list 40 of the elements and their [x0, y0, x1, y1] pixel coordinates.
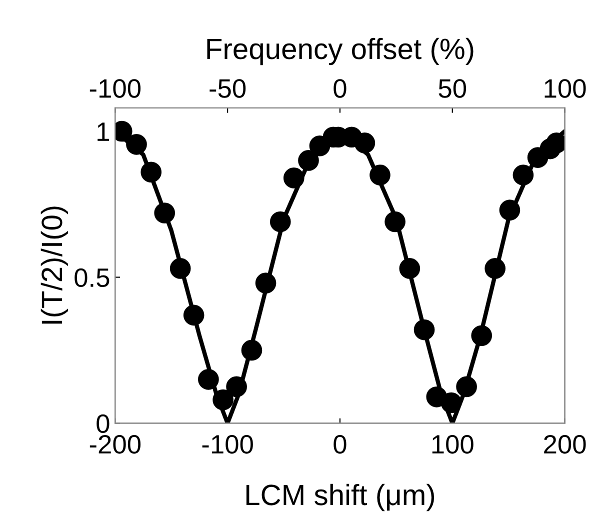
point	[370, 164, 390, 186]
point	[354, 132, 376, 154]
point	[471, 325, 492, 346]
point	[183, 304, 204, 326]
x-axis-title: LCM shift (μm)	[246, 484, 434, 512]
point	[484, 258, 506, 279]
point	[140, 162, 162, 183]
x-tick-label: 200	[544, 435, 586, 454]
point	[499, 200, 520, 221]
x-tick-label: -100	[202, 435, 253, 454]
x2-tick-label: -100	[90, 79, 141, 98]
point	[170, 258, 191, 279]
point	[212, 389, 234, 410]
point	[226, 376, 247, 398]
point	[456, 376, 477, 398]
point	[440, 392, 462, 414]
x-tick-label: 0	[334, 435, 346, 454]
point	[414, 319, 435, 340]
y-tick-label: 0.5	[74, 268, 110, 288]
y-axis-title: I(T/2)/I(0)	[40, 206, 68, 324]
x2-axis-title: Frequency offset (%)	[207, 38, 474, 66]
point	[270, 211, 291, 232]
x-tick-label: 100	[432, 435, 474, 454]
point	[126, 134, 147, 155]
x-tick-label: -200	[90, 435, 141, 454]
x2-tick-label: -50	[210, 79, 246, 98]
point	[512, 164, 534, 186]
point	[255, 272, 276, 294]
point	[384, 211, 406, 232]
x2-tick-label: 50	[438, 79, 466, 98]
x2-tick-label: 100	[544, 79, 586, 98]
point	[154, 202, 176, 224]
point	[241, 340, 262, 361]
x2-tick-label: 0	[334, 79, 346, 98]
point	[198, 368, 219, 390]
point	[399, 258, 420, 279]
point	[298, 150, 319, 171]
point	[283, 168, 304, 188]
y-tick-label: 0	[96, 414, 110, 434]
y-tick-label: 1	[98, 122, 109, 141]
